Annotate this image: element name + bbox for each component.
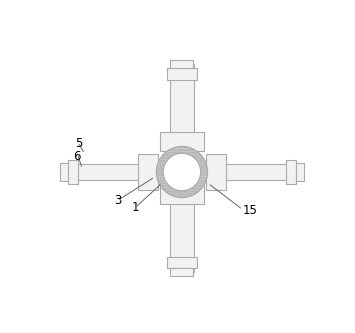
Text: 15: 15 — [242, 204, 257, 217]
Bar — [138, 154, 158, 190]
Text: 1: 1 — [132, 201, 140, 214]
Text: 5: 5 — [76, 137, 83, 150]
Bar — [166, 68, 197, 80]
Bar — [296, 163, 304, 181]
Circle shape — [156, 147, 208, 198]
Circle shape — [163, 153, 201, 191]
Bar — [170, 61, 193, 68]
Bar — [160, 132, 204, 152]
Text: 3: 3 — [114, 194, 121, 207]
Bar — [68, 161, 78, 183]
Bar — [160, 185, 204, 204]
Bar — [170, 268, 193, 276]
Bar — [166, 257, 197, 268]
Bar — [170, 64, 194, 272]
Bar — [286, 161, 296, 183]
Bar — [68, 164, 296, 180]
Bar — [206, 154, 225, 190]
Text: 6: 6 — [73, 150, 81, 163]
Bar — [60, 163, 68, 181]
